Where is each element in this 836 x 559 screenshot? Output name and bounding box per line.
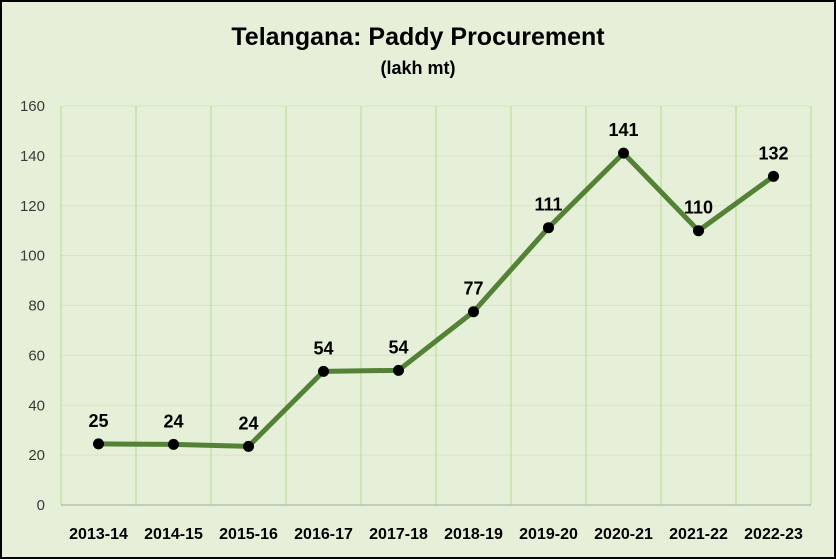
data-label: 54 xyxy=(313,338,333,358)
data-point xyxy=(168,438,179,450)
x-tick-label: 2020-21 xyxy=(594,526,653,543)
series-line xyxy=(96,150,776,449)
data-point xyxy=(93,438,104,450)
data-point xyxy=(768,170,779,182)
y-tick-label: 120 xyxy=(20,198,45,215)
x-tick-label: 2013-14 xyxy=(69,526,128,543)
x-tick-label: 2018-19 xyxy=(444,526,503,543)
data-point xyxy=(393,364,404,376)
y-tick-label: 80 xyxy=(28,298,45,315)
data-label: 25 xyxy=(88,411,108,431)
chart-title: Telangana: Paddy Procurement xyxy=(231,23,605,51)
x-tick-label: 2017-18 xyxy=(369,526,428,543)
x-tick-label: 2019-20 xyxy=(519,526,578,543)
y-tick-label: 140 xyxy=(20,148,45,165)
data-point xyxy=(468,306,479,318)
data-label: 77 xyxy=(463,279,483,299)
data-label: 54 xyxy=(388,337,408,357)
data-label: 110 xyxy=(684,198,713,218)
y-tick-label: 20 xyxy=(28,447,45,464)
data-point xyxy=(318,365,329,377)
y-tick-label: 100 xyxy=(20,248,45,265)
data-label: 132 xyxy=(758,143,788,163)
chart-subtitle: (lakh mt) xyxy=(380,58,455,78)
x-tick-label: 2022-23 xyxy=(744,526,803,543)
y-tick-label: 0 xyxy=(37,497,45,514)
x-tick-label: 2021-22 xyxy=(669,526,728,543)
data-label: 141 xyxy=(608,120,638,140)
data-label: 24 xyxy=(238,413,258,433)
x-tick-label: 2014-15 xyxy=(144,526,203,543)
x-tick-label: 2016-17 xyxy=(294,526,353,543)
data-label: 111 xyxy=(534,195,562,215)
data-point xyxy=(693,225,704,237)
y-tick-label: 160 xyxy=(20,98,45,115)
y-tick-label: 40 xyxy=(28,397,45,414)
x-tick-label: 2015-16 xyxy=(219,526,278,543)
data-point xyxy=(243,440,254,452)
data-point xyxy=(543,222,554,234)
y-tick-label: 60 xyxy=(28,347,45,364)
data-point xyxy=(618,147,629,159)
data-label: 24 xyxy=(163,411,183,431)
